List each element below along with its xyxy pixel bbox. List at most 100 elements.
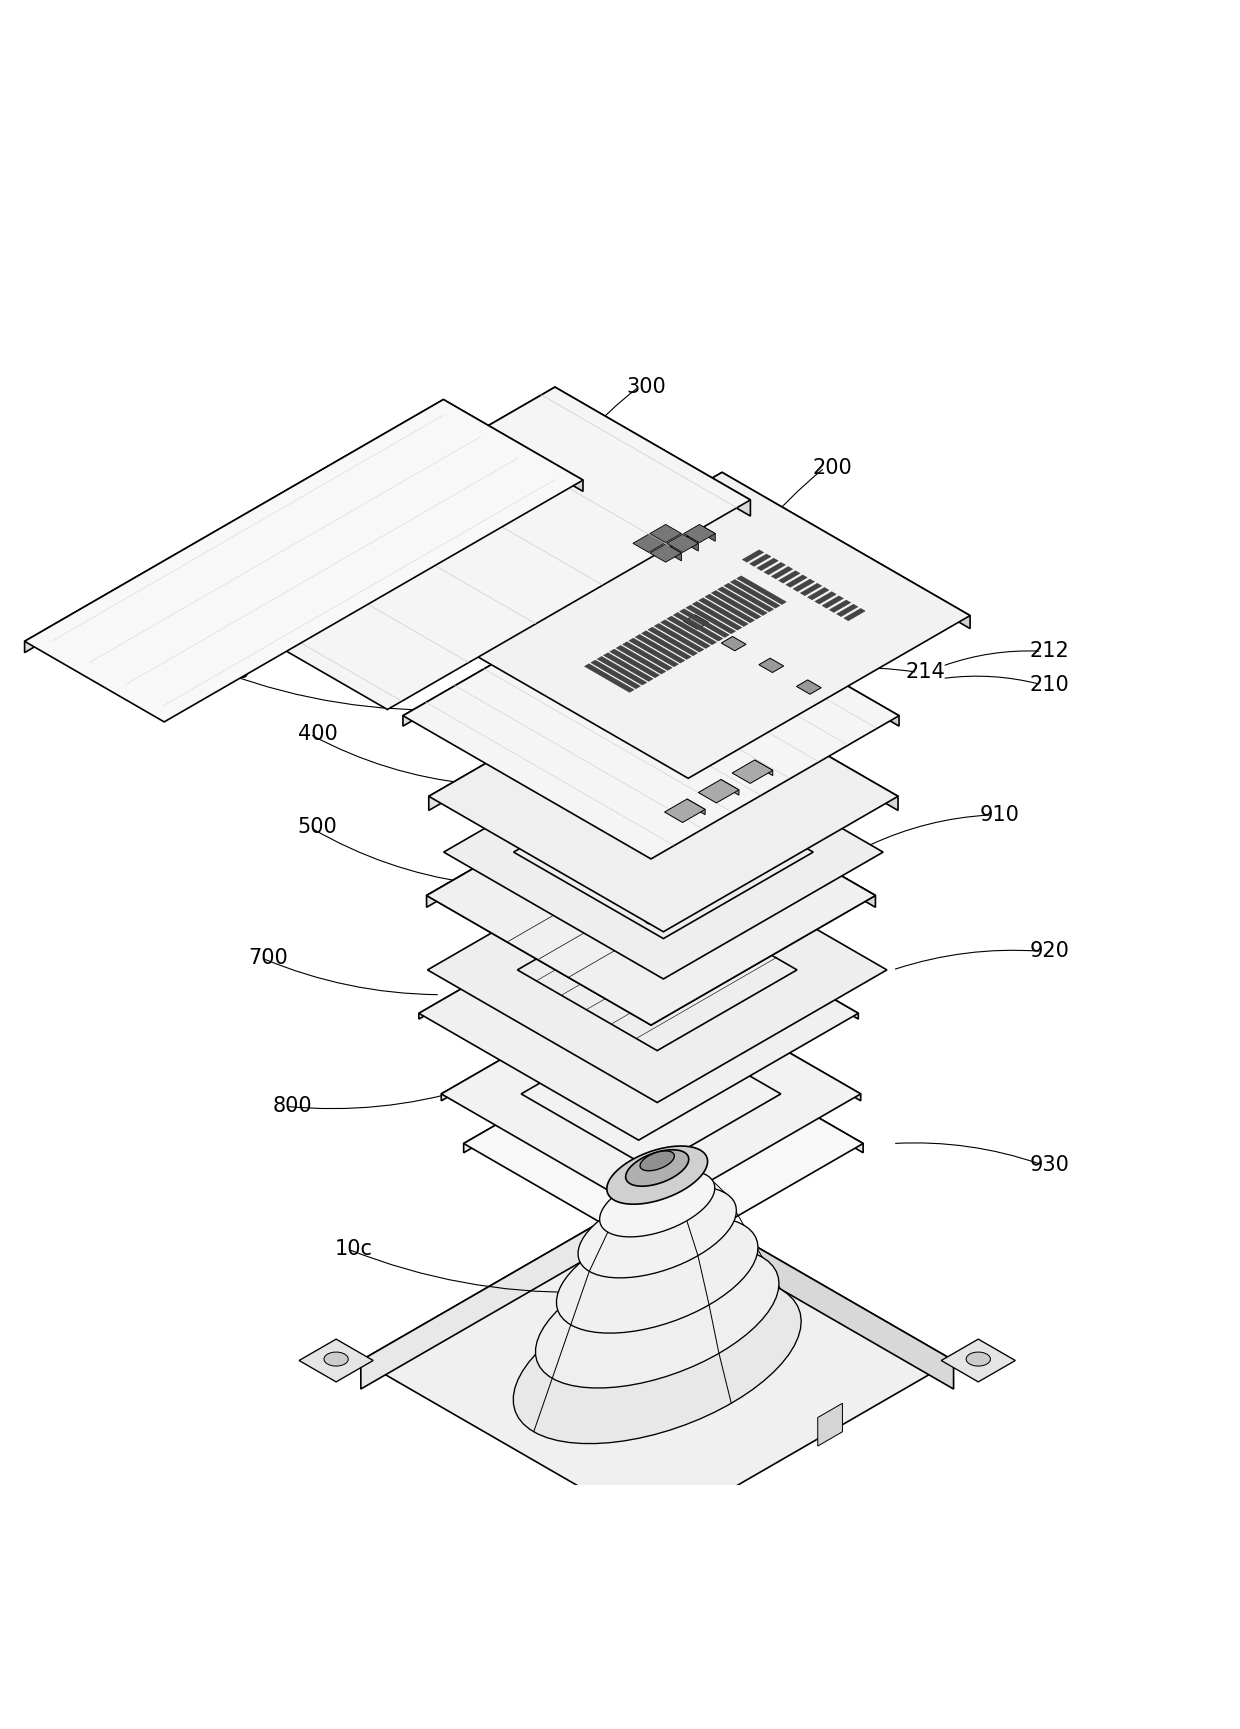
Polygon shape bbox=[663, 1029, 863, 1153]
Polygon shape bbox=[650, 524, 682, 543]
Polygon shape bbox=[557, 1217, 758, 1333]
Polygon shape bbox=[749, 553, 771, 567]
Polygon shape bbox=[755, 761, 773, 776]
Polygon shape bbox=[941, 1338, 1016, 1381]
Polygon shape bbox=[730, 579, 780, 609]
Polygon shape bbox=[626, 1150, 688, 1186]
Polygon shape bbox=[578, 1186, 737, 1278]
Polygon shape bbox=[639, 887, 858, 1018]
Polygon shape bbox=[645, 1167, 670, 1181]
Polygon shape bbox=[556, 387, 750, 515]
Text: 200: 200 bbox=[812, 458, 852, 477]
Polygon shape bbox=[699, 524, 715, 541]
Polygon shape bbox=[665, 799, 706, 823]
Polygon shape bbox=[645, 1537, 670, 1551]
Polygon shape bbox=[590, 660, 640, 688]
Polygon shape bbox=[655, 624, 704, 652]
Polygon shape bbox=[682, 534, 698, 552]
Polygon shape bbox=[429, 660, 663, 811]
Polygon shape bbox=[666, 524, 682, 541]
Polygon shape bbox=[743, 550, 764, 562]
Polygon shape bbox=[692, 602, 742, 629]
Polygon shape bbox=[794, 579, 815, 591]
Polygon shape bbox=[786, 576, 807, 588]
Text: 214: 214 bbox=[905, 662, 945, 683]
Polygon shape bbox=[606, 1146, 708, 1203]
Polygon shape bbox=[649, 534, 665, 552]
Polygon shape bbox=[661, 619, 711, 648]
Polygon shape bbox=[800, 583, 822, 597]
Polygon shape bbox=[403, 572, 899, 859]
PathPatch shape bbox=[419, 887, 858, 1139]
Polygon shape bbox=[647, 628, 698, 655]
Text: 910: 910 bbox=[980, 806, 1019, 825]
Polygon shape bbox=[683, 616, 708, 629]
Polygon shape bbox=[759, 659, 784, 673]
Polygon shape bbox=[620, 1153, 694, 1196]
Polygon shape bbox=[718, 586, 768, 616]
Polygon shape bbox=[419, 887, 639, 1018]
Polygon shape bbox=[640, 1152, 675, 1171]
Polygon shape bbox=[620, 1525, 694, 1566]
Polygon shape bbox=[698, 598, 748, 626]
Polygon shape bbox=[667, 534, 698, 553]
Polygon shape bbox=[807, 588, 830, 600]
Polygon shape bbox=[429, 660, 898, 932]
Polygon shape bbox=[440, 472, 722, 648]
Text: 930: 930 bbox=[1029, 1155, 1069, 1174]
Polygon shape bbox=[686, 605, 735, 635]
Text: 400: 400 bbox=[298, 724, 337, 743]
PathPatch shape bbox=[428, 837, 887, 1103]
Circle shape bbox=[644, 909, 658, 923]
Polygon shape bbox=[779, 571, 800, 583]
Polygon shape bbox=[673, 612, 723, 641]
Polygon shape bbox=[192, 387, 556, 612]
Polygon shape bbox=[815, 591, 836, 603]
Text: 800: 800 bbox=[273, 1096, 312, 1117]
Polygon shape bbox=[712, 591, 761, 619]
PathPatch shape bbox=[427, 766, 875, 1025]
Polygon shape bbox=[361, 1190, 657, 1388]
Polygon shape bbox=[683, 524, 715, 543]
Polygon shape bbox=[722, 636, 746, 650]
Polygon shape bbox=[680, 609, 729, 638]
Polygon shape bbox=[756, 558, 779, 571]
Polygon shape bbox=[771, 567, 792, 579]
Polygon shape bbox=[663, 660, 898, 811]
Polygon shape bbox=[650, 545, 682, 562]
Polygon shape bbox=[403, 572, 651, 726]
Polygon shape bbox=[651, 766, 875, 908]
Polygon shape bbox=[427, 766, 875, 1025]
Polygon shape bbox=[666, 545, 682, 560]
Text: 600: 600 bbox=[112, 626, 151, 645]
Polygon shape bbox=[750, 685, 857, 747]
Polygon shape bbox=[440, 472, 970, 778]
Polygon shape bbox=[817, 1404, 842, 1445]
PathPatch shape bbox=[444, 724, 883, 979]
Polygon shape bbox=[732, 761, 773, 783]
Polygon shape bbox=[843, 609, 866, 621]
Text: 10c: 10c bbox=[335, 1240, 373, 1259]
Polygon shape bbox=[192, 387, 750, 709]
Text: 500: 500 bbox=[298, 818, 337, 837]
Polygon shape bbox=[622, 641, 672, 671]
Polygon shape bbox=[361, 1190, 954, 1532]
Polygon shape bbox=[737, 576, 786, 605]
Polygon shape bbox=[822, 597, 843, 609]
Text: 920: 920 bbox=[1029, 941, 1069, 961]
Text: 300: 300 bbox=[626, 377, 666, 398]
Polygon shape bbox=[706, 595, 755, 622]
Polygon shape bbox=[610, 648, 660, 678]
Polygon shape bbox=[464, 1029, 663, 1153]
Polygon shape bbox=[720, 780, 739, 795]
Polygon shape bbox=[600, 1171, 714, 1236]
Polygon shape bbox=[536, 1247, 779, 1388]
Polygon shape bbox=[687, 799, 706, 814]
Polygon shape bbox=[629, 638, 678, 667]
Polygon shape bbox=[604, 654, 653, 681]
Polygon shape bbox=[616, 645, 666, 674]
Polygon shape bbox=[837, 603, 858, 617]
Text: 100: 100 bbox=[211, 662, 250, 683]
Polygon shape bbox=[830, 600, 851, 612]
Polygon shape bbox=[651, 572, 899, 726]
